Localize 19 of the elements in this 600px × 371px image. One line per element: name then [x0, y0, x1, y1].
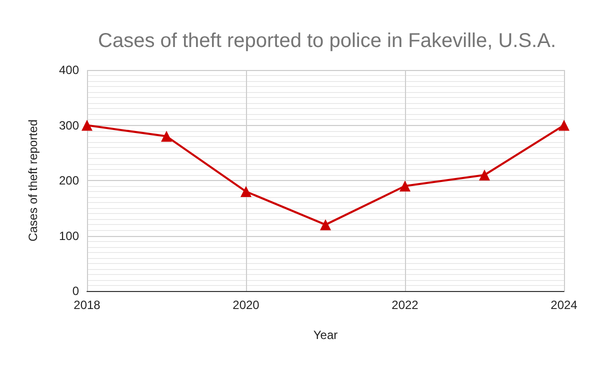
point	[320, 219, 331, 230]
y-tick-label: 400	[58, 63, 80, 77]
chart-title: Cases of theft reported to police in Fakeville, U.S.A.	[98, 30, 556, 52]
point	[161, 130, 172, 142]
point	[558, 120, 570, 131]
y-tick-label: 300	[58, 118, 80, 132]
y-tick-label: 200	[58, 174, 80, 188]
x-axis-title: Year	[313, 328, 338, 342]
x-tick-label: 2022	[392, 298, 419, 312]
point	[479, 169, 490, 180]
y-axis-title: Cases of theft reported	[26, 119, 40, 242]
x-tick-label: 2024	[550, 298, 578, 312]
point	[82, 120, 92, 131]
y-tick-label: 0	[72, 284, 80, 298]
x-tick-label: 2018	[74, 298, 101, 312]
x-tick-label: 2020	[232, 298, 260, 312]
y-tick-label: 100	[58, 228, 80, 243]
point	[400, 180, 410, 192]
point	[240, 186, 252, 198]
